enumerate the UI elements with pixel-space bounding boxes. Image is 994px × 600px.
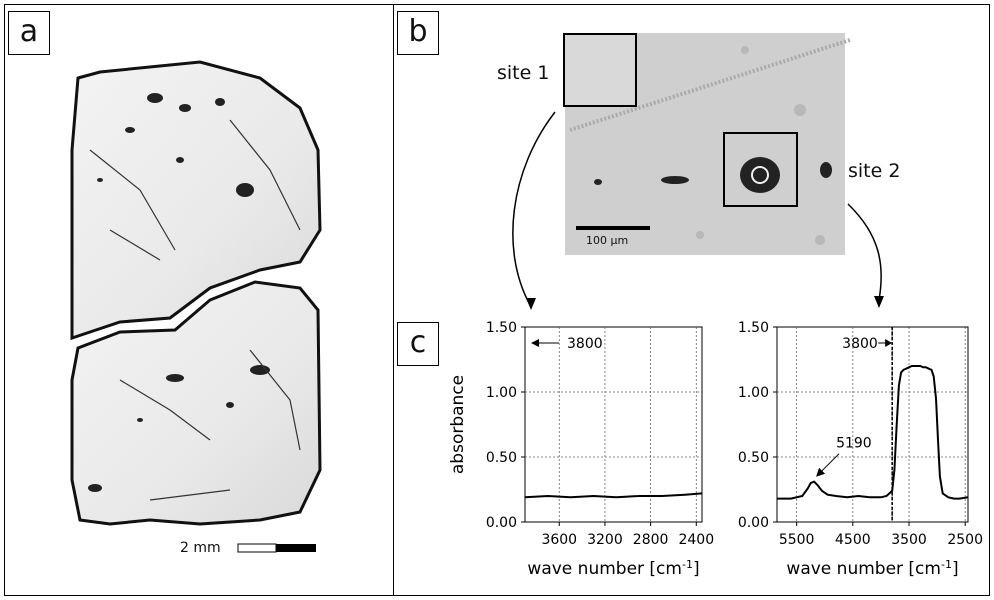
y-tick-label: 1.00 [486, 385, 517, 401]
x-tick-label: 3500 [891, 532, 927, 548]
panel-label-a: a [8, 11, 50, 55]
site2-box [723, 132, 798, 207]
y-axis-label: absorbance [448, 375, 468, 474]
y-tick-label: 0.00 [486, 515, 517, 531]
inclusions [88, 93, 270, 492]
annotation-dashed-box [891, 326, 969, 523]
x-axis-label: wave number [cm-1] [786, 558, 958, 580]
crystal-lower-fragment [70, 280, 322, 526]
annotation-5190-arrow [818, 453, 840, 475]
x-tick-label: 3200 [587, 532, 623, 548]
arrow-site2 [847, 203, 882, 301]
scale-bar-label-a: 2 mm [180, 540, 221, 556]
y-tick-label: 0.50 [738, 450, 769, 466]
plot-area [776, 326, 969, 523]
annotation-3800: 3800 [842, 336, 878, 352]
annotation-5190: 5190 [836, 436, 872, 452]
annotation-arrowhead [885, 339, 893, 347]
x-tick-label: 2800 [633, 532, 669, 548]
y-tick-label: 1.50 [486, 320, 517, 336]
x-tick-label: 2500 [947, 532, 983, 548]
plot-area [524, 326, 703, 523]
y-tick-label: 1.50 [738, 320, 769, 336]
scale-bar-black [276, 544, 316, 552]
annotation-3800: 3800 [567, 336, 603, 352]
panel-label-c: c [397, 322, 439, 366]
annotation-5190-arrowhead [816, 467, 826, 477]
scale-bar-label-b: 100 µm [586, 234, 629, 247]
x-tick-label: 2400 [678, 532, 714, 548]
annotation-arrowhead [531, 339, 539, 347]
arrow-site1 [512, 111, 556, 306]
site2-label: site 2 [848, 160, 901, 182]
cracks [89, 119, 301, 501]
site1-label: site 1 [497, 62, 550, 84]
x-tick-label: 4500 [835, 532, 871, 548]
y-tick-label: 1.00 [738, 385, 769, 401]
figure-frame [4, 4, 990, 596]
y-tick-label: 0.00 [738, 515, 769, 531]
x-tick-label: 5500 [779, 532, 815, 548]
panel-divider [393, 4, 394, 596]
x-tick-label: 3600 [541, 532, 577, 548]
series-line [524, 492, 703, 499]
site1-box [563, 33, 637, 107]
x-axis-label: wave number [cm-1] [527, 558, 699, 580]
series-line [777, 365, 969, 500]
y-tick-label: 0.50 [486, 450, 517, 466]
panel-label-b: b [397, 11, 439, 55]
